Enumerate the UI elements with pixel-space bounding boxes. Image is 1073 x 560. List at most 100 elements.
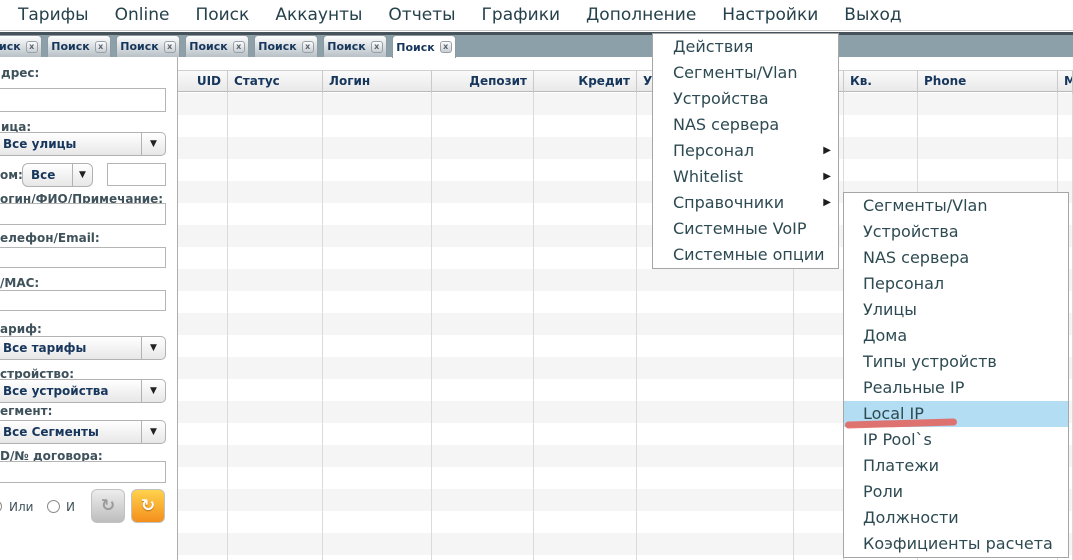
chevron-down-icon: ▼ [72,164,92,186]
house-select[interactable]: Все ▼ [22,163,93,187]
table-cell [534,159,637,181]
menubar-item-settings[interactable]: Настройки [722,5,819,25]
table-cell [178,445,228,467]
col-header-status[interactable]: Статус [228,71,323,93]
submenu-item-coefficients[interactable]: Коэфициенты расчета [863,534,1053,553]
submenu-item-staff[interactable]: Персонал [863,274,945,293]
submenu-item-ip-pools[interactable]: IP Pool`s [863,430,932,449]
menu-item-handbooks[interactable]: Справочники ▶ [653,190,838,216]
tab-search-6[interactable]: Поиск x [323,35,387,57]
close-icon[interactable]: x [301,40,314,53]
submenu-item-segments[interactable]: Сегменты/Vlan [863,196,988,215]
close-icon[interactable]: x [370,40,383,53]
street-select[interactable]: Все улицы ▼ [0,132,166,156]
radio-and[interactable] [47,500,60,513]
tab-search-active[interactable]: Поиск x [392,35,456,58]
submenu-item-streets[interactable]: Улицы [863,300,917,319]
tab-search-1[interactable]: Поиск x [0,35,42,57]
table-cell [432,313,534,335]
table-cell [637,489,794,511]
col-header-phone[interactable]: Phone [918,71,1058,93]
menu-item-actions[interactable]: Действия [673,37,754,56]
table-cell [432,291,534,313]
submenu-item-real-ip[interactable]: Реальные IP [863,378,965,397]
table-cell [228,379,323,401]
tab-search-5[interactable]: Поиск x [254,35,318,57]
table-cell [432,555,534,560]
menu-item-segments[interactable]: Сегменты/Vlan [673,63,798,82]
submenu-item-positions[interactable]: Должности [863,508,959,527]
menubar-item-search[interactable]: Поиск [195,5,250,25]
menubar-item-tariffs[interactable]: Тарифы [18,5,89,25]
col-header-flat[interactable]: Кв. [844,71,918,93]
segment-select[interactable]: Все Сегменты ▼ [0,420,166,444]
table-cell [432,423,534,445]
table-cell [918,159,1058,181]
tab-search-2[interactable]: Поиск x [47,35,111,57]
phone-input[interactable] [0,247,166,268]
menubar-item-graphs[interactable]: Графики [481,5,561,25]
search-refresh-button[interactable]: ↻ [131,489,165,523]
radio-or[interactable] [0,500,2,513]
ipmac-input[interactable] [0,290,166,311]
submenu-item-houses[interactable]: Дома [863,326,908,345]
house-number-input[interactable] [107,163,166,186]
close-icon[interactable]: x [232,40,245,53]
menu-item-system-opts[interactable]: Системные опции [673,245,825,264]
table-cell [534,115,637,137]
col-header-login[interactable]: Логин [323,71,432,93]
menubar-item-addon[interactable]: Дополнение [586,5,697,25]
menu-item-staff[interactable]: Персонал ▶ [653,138,838,164]
table-cell [323,357,432,379]
submenu-item-payments[interactable]: Платежи [863,456,940,475]
reset-button[interactable]: ↻ [91,489,125,523]
col-header-deposit[interactable]: Депозит [432,71,534,93]
submenu-item-roles[interactable]: Роли [863,482,904,501]
col-header-credit[interactable]: Кредит [534,71,637,93]
table-cell [794,93,844,115]
menu-item-whitelist[interactable]: Whitelist ▶ [653,164,838,190]
menubar-item-reports[interactable]: Отчеты [388,5,456,25]
search-sidebar: дрес: ица: Все улицы ▼ ом: Все ▼ огин/ФИ… [0,57,170,560]
menubar-item-accounts[interactable]: Аккаунты [275,5,363,25]
submenu-item-devices[interactable]: Устройства [863,222,959,241]
login-input[interactable] [0,203,166,225]
close-icon[interactable]: x [439,41,452,53]
device-select[interactable]: Все устройства ▼ [0,379,166,403]
table-cell [794,379,844,401]
table-cell [637,423,794,445]
close-icon[interactable]: x [163,40,176,53]
table-cell [323,137,432,159]
col-header-hidden[interactable] [794,71,844,93]
submenu-item-device-types[interactable]: Типы устройств [863,352,997,371]
table-cell [323,511,432,533]
address-input[interactable] [0,88,166,112]
table-cell [637,467,794,489]
menubar-item-online[interactable]: Online [114,5,170,25]
menu-item-system-voip[interactable]: Системные VoIP [673,219,807,238]
table-cell [534,181,637,203]
tariff-select[interactable]: Все тарифы ▼ [0,336,166,360]
table-cell [432,181,534,203]
col-header-m[interactable]: М [1058,71,1073,93]
street-select-value: Все улицы [3,137,77,151]
table-cell [534,357,637,379]
table-cell [534,291,637,313]
tab-search-3[interactable]: Поиск x [116,35,180,57]
table-cell [228,489,323,511]
table-cell [534,445,637,467]
table-cell [228,203,323,225]
table-cell [178,401,228,423]
menu-item-devices[interactable]: Устройства [673,89,769,108]
close-icon[interactable]: x [94,40,107,53]
table-cell [178,379,228,401]
close-icon[interactable]: x [25,40,38,53]
menu-item-nas[interactable]: NAS сервера [673,115,780,134]
menu-item-label: Справочники [673,193,785,212]
submenu-item-nas[interactable]: NAS сервера [863,248,970,267]
table-cell [228,555,323,560]
menubar-item-exit[interactable]: Выход [844,5,902,25]
tab-search-4[interactable]: Поиск x [185,35,249,57]
col-header-uid[interactable]: UID [178,71,228,93]
uid-input[interactable] [0,461,166,483]
